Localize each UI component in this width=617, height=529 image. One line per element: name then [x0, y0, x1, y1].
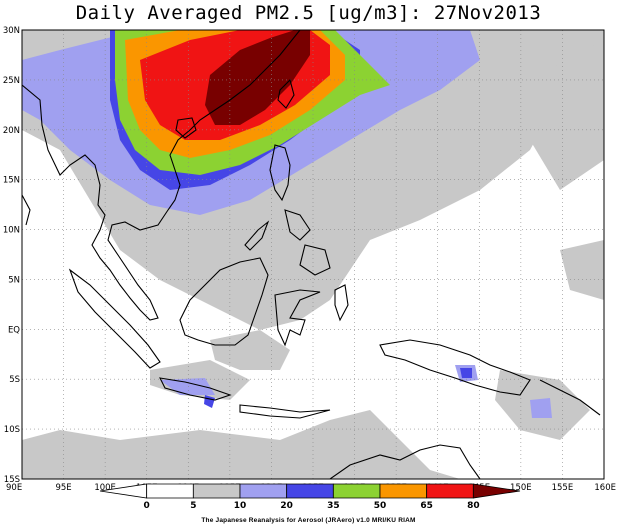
coast-java	[159, 377, 232, 401]
latitude-tick-label: 15S	[4, 475, 20, 485]
coast-sulawesi	[274, 289, 321, 347]
colorbar-segment	[146, 483, 194, 499]
credit-line: The Japanese Reanalysis for Aerosol (JRA…	[201, 517, 416, 524]
pm25-area-20-35-png	[460, 368, 472, 378]
colorbar-level-label: 35	[327, 501, 340, 511]
coast-east-islands	[539, 379, 601, 416]
longitude-tick-label: 155E	[552, 483, 574, 493]
colorbar-segment	[192, 483, 241, 499]
coast-luzon	[269, 144, 291, 202]
pm25-area-10-20-java	[160, 378, 215, 395]
latitude-tick-label: EQ	[8, 325, 20, 335]
longitude-tick-label: 150E	[510, 483, 532, 493]
colorbar-segment	[379, 483, 428, 499]
latitude-tick-label: 5S	[9, 375, 20, 385]
colorbar-segment	[472, 483, 521, 499]
pm25-shading	[22, 30, 604, 479]
colorbar-level-label: 65	[420, 501, 433, 511]
colorbar-level-label: 80	[467, 501, 480, 511]
pm25-area-5-10-south	[22, 410, 460, 479]
colorbar-level-label: 5	[190, 501, 196, 511]
colorbar-level-label: 20	[280, 501, 293, 511]
pm25-area-5-10-east	[530, 40, 604, 190]
colorbar-level-label: 50	[374, 501, 387, 511]
pm25-area-10-20-e	[530, 398, 552, 418]
longitude-tick-label: 95E	[55, 483, 71, 493]
colorbar-segment	[426, 483, 474, 499]
longitude-tick-label: 100E	[94, 483, 116, 493]
longitude-tick-label: 90E	[6, 483, 22, 493]
latitude-tick-label: 25N	[3, 76, 20, 86]
coast-palawan	[244, 220, 270, 251]
coast-borneo	[179, 257, 269, 346]
coast-visayas	[284, 209, 311, 241]
coast-mindanao	[299, 244, 331, 276]
latitude-tick-label: 10N	[3, 226, 20, 236]
coast-new-guinea	[379, 339, 531, 396]
coast-sundas	[239, 404, 331, 419]
pm25-area-5-10-mid	[560, 240, 604, 300]
colorbar-level-label: 0	[144, 501, 150, 511]
colorbar: 0 5 10 20 35 50 65 80	[99, 483, 521, 511]
coastlines	[22, 30, 601, 479]
colorbar-level-label: 10	[234, 501, 247, 511]
map-frame	[21, 29, 605, 480]
pm25-area-10-20-ne	[395, 35, 460, 70]
coast-hainan	[175, 117, 197, 139]
coast-australia	[329, 444, 481, 479]
colorbar-segment	[286, 483, 334, 499]
colorbar-segment	[239, 483, 288, 499]
longitude-tick-label: 160E	[594, 483, 616, 493]
graticule	[22, 30, 604, 479]
coast-moluccas	[334, 284, 349, 322]
coast-mainland	[22, 30, 301, 321]
latitude-tick-label: 20N	[3, 126, 20, 136]
map-title: Daily Averaged PM2.5 [ug/m3]: 27Nov2013	[75, 2, 542, 24]
latitude-tick-label: 30N	[3, 26, 20, 36]
colorbar-segment	[332, 483, 381, 499]
coast-sumatra	[68, 268, 161, 369]
latitude-tick-label: 10S	[4, 425, 20, 435]
coast-india	[22, 194, 31, 226]
pm25-area-5-10-java	[210, 330, 290, 370]
latitude-tick-labels: 30N 25N 20N 15N 10N 5N EQ 5S 10S 15S	[3, 26, 20, 485]
latitude-tick-label: 5N	[8, 275, 20, 285]
latitude-tick-label: 15N	[3, 176, 20, 186]
pm25-area-5-10-north	[460, 30, 560, 80]
coast-taiwan	[277, 78, 295, 109]
